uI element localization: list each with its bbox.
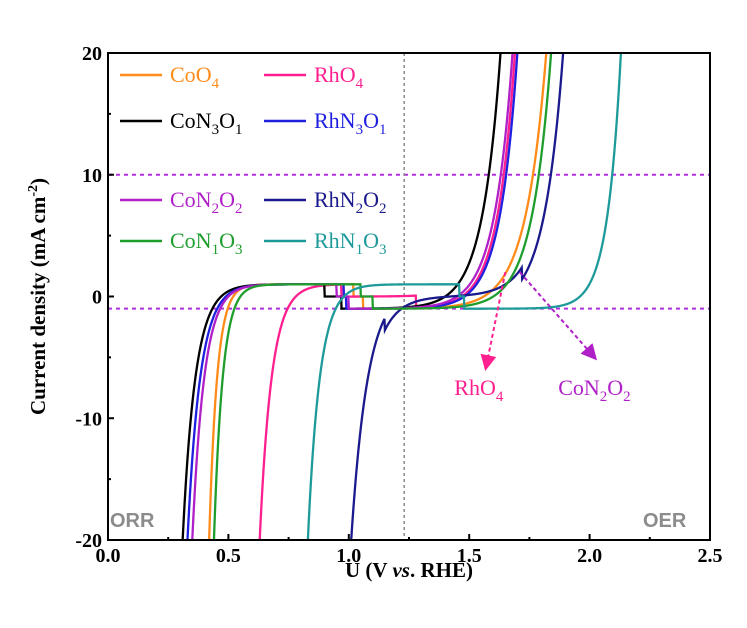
legend-label-CoN1O3: CoN1O3	[170, 228, 242, 258]
annotation-label-CoN2O2: CoN2O2	[558, 375, 630, 405]
legend-label-CoN2O2: CoN2O2	[170, 187, 242, 217]
annotation-label-RhO4: RhO4	[454, 375, 504, 405]
legend-label-RhN2O2: RhN2O2	[314, 187, 386, 217]
y-tick-label: 0	[92, 287, 102, 309]
y-tick-label: -10	[75, 408, 102, 430]
legend-label-RhO4: RhO4	[314, 62, 364, 92]
y-tick-label: 10	[82, 165, 102, 187]
x-tick-label: 1.0	[336, 545, 361, 567]
x-axis-label: U (V vs. RHE)	[345, 558, 473, 582]
legend-label-CoO4: CoO4	[170, 62, 220, 92]
x-tick-label: 2.0	[577, 545, 602, 567]
y-tick-label: -20	[75, 530, 102, 552]
axis-ticks: 0.0 0.5 1.0 1.5 2.0 2.5 -20 -10 0 10 20 U (V vs. RH…	[26, 43, 723, 582]
legend: CoO4 RhO4 CoN3O1 RhN3O1 CoN2O2 RhN2O2 CoN1O3 Rh…	[120, 62, 386, 258]
x-tick-label: 1.5	[457, 545, 482, 567]
series-line-CoN1O3	[212, 53, 553, 540]
y-axis-label: Current density (mA cm-2)	[26, 178, 50, 415]
x-tick-label: 0.5	[216, 545, 241, 567]
legend-label-CoN3O1: CoN3O1	[170, 108, 242, 138]
orr-region-label: ORR	[110, 510, 155, 532]
annotations: RhO4 CoN2O2	[454, 271, 631, 405]
series-line-RhN2O2	[350, 53, 565, 540]
x-tick-label: 0.0	[96, 545, 121, 567]
series-line-RhO4	[258, 53, 517, 540]
x-tick-label: 2.5	[698, 545, 723, 567]
legend-label-RhN3O1: RhN3O1	[314, 108, 386, 138]
series-line-RhN1O3	[306, 53, 623, 540]
annotation-arrow-CoN2O2	[519, 271, 598, 361]
y-tick-label: 20	[82, 43, 102, 65]
legend-label-RhN1O3: RhN1O3	[314, 228, 386, 258]
polarization-curves	[181, 53, 623, 540]
annotation-arrow-RhO4	[480, 271, 507, 372]
oer-region-label: OER	[643, 510, 687, 532]
